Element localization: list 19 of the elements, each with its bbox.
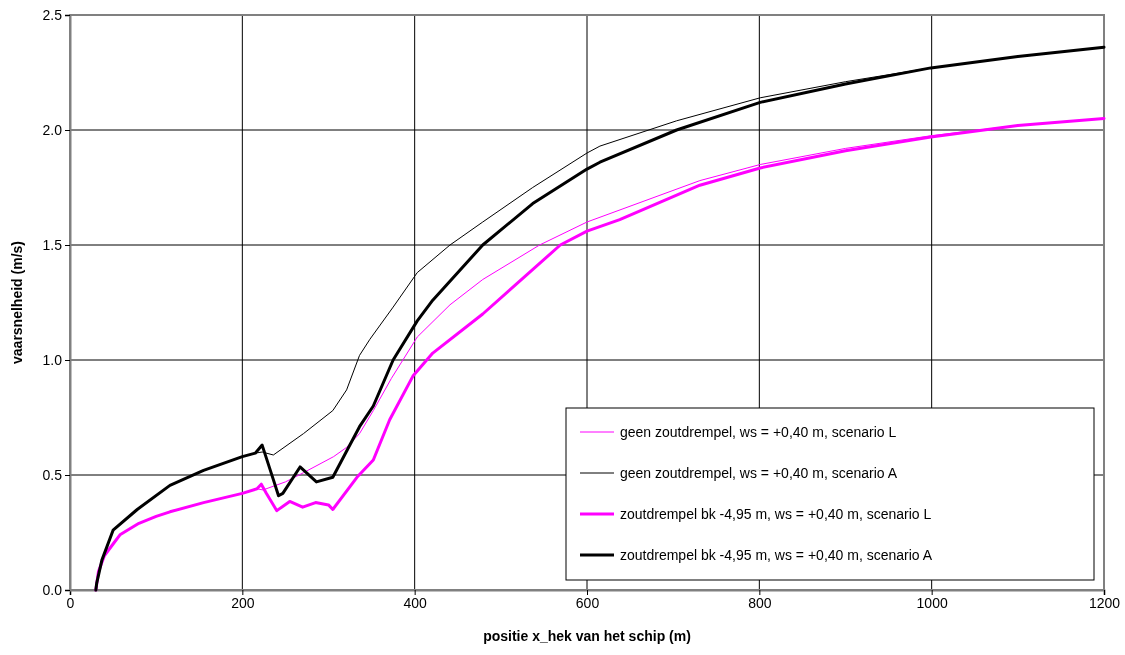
x-axis-title: positie x_hek van het schip (m): [483, 628, 691, 644]
x-tick-label: 600: [575, 594, 600, 611]
legend-label: geen zoutdrempel, ws = +0,40 m, scenario A: [620, 465, 898, 481]
x-tick-label: 400: [403, 594, 428, 611]
y-tick-label: 2.0: [42, 121, 63, 138]
y-tick-label: 1.5: [42, 236, 63, 253]
x-tick-label: 200: [231, 594, 255, 611]
y-tick-label: 2.5: [42, 6, 63, 23]
y-tick-label: 0.0: [42, 581, 63, 598]
x-tick-label: 800: [748, 594, 772, 611]
x-tick-label: 0: [66, 594, 75, 611]
y-axis-title: vaarsnelheid (m/s): [9, 241, 25, 364]
y-tick-label: 0.5: [42, 466, 63, 483]
legend-label: geen zoutdrempel, ws = +0,40 m, scenario L: [620, 424, 897, 440]
x-tick-label: 1200: [1088, 594, 1121, 611]
x-tick-label: 1000: [916, 594, 948, 611]
legend-label: zoutdrempel bk -4,95 m, ws = +0,40 m, scenario A: [620, 547, 933, 563]
y-tick-label: 1.0: [42, 351, 63, 368]
legend-label: zoutdrempel bk -4,95 m, ws = +0,40 m, scenario L: [620, 506, 932, 522]
